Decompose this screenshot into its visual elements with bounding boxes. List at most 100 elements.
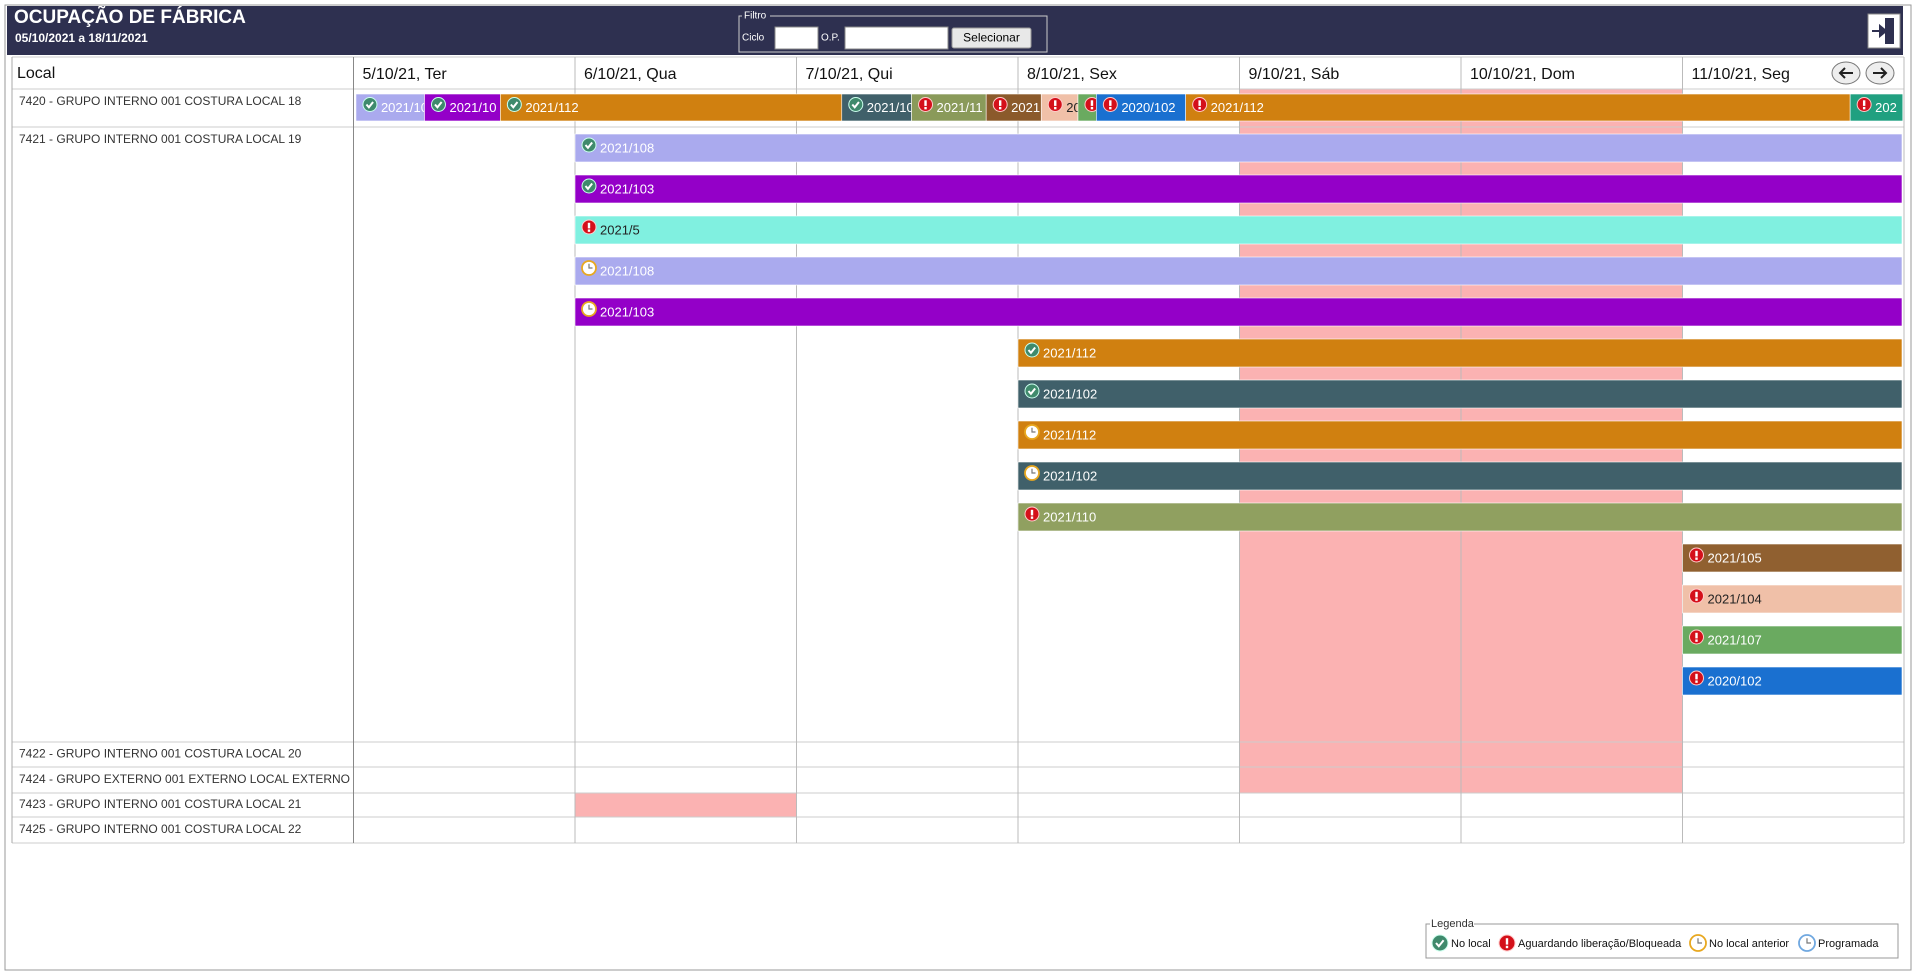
status-icon-alert: [1689, 670, 1704, 686]
status-icon-alert: [1689, 588, 1704, 604]
icon-check: [510, 101, 519, 109]
bar[interactable]: 2021/103: [574, 297, 1903, 327]
bar[interactable]: 2020/102: [1096, 93, 1186, 122]
icon-bang: [1054, 100, 1057, 106]
bar[interactable]: 2021/104: [1682, 584, 1903, 614]
cycle-input[interactable]: [774, 26, 819, 50]
icon-check: [1027, 387, 1036, 396]
bar[interactable]: 2021/5: [574, 215, 1903, 245]
bar-content: 2021/104: [1689, 588, 1762, 606]
bar[interactable]: 202: [1849, 93, 1904, 122]
bar-content: 2021/108: [581, 137, 654, 155]
select-button[interactable]: [951, 27, 1032, 49]
nav-next-arrow: [1873, 67, 1888, 79]
icon-bang: [1695, 632, 1698, 639]
icon-hands: [588, 304, 593, 310]
icon-hands: [1806, 938, 1811, 944]
bar-rect: [1017, 338, 1903, 368]
nav-next[interactable]: [1865, 61, 1895, 85]
bar-rect: [1185, 93, 1851, 122]
day-header: 6/10/21, Qua: [584, 66, 677, 83]
icon-dot: [1695, 598, 1698, 601]
icon-dot: [1198, 106, 1201, 110]
bar-content: 2021/105: [1689, 547, 1762, 565]
bar[interactable]: 2021/103: [574, 174, 1903, 204]
icon-bang: [1695, 673, 1698, 680]
day-header: 11/10/21, Seg: [1692, 66, 1790, 83]
nav-prev-arrow: [1838, 67, 1853, 79]
icon-dot: [1862, 106, 1866, 110]
select-button-label: Selecionar: [963, 31, 1020, 45]
bar-label: 202: [1875, 100, 1897, 115]
status-icon-alert: [1047, 97, 1063, 112]
bar[interactable]: 2021/10: [841, 93, 914, 122]
cycle-label: Ciclo: [742, 33, 765, 44]
bar[interactable]: 2021: [985, 93, 1042, 122]
bar-content: 2021/112: [1024, 424, 1096, 442]
legend-title: Legenda: [1431, 918, 1475, 930]
bar-rect: [574, 133, 1903, 163]
status-icon-alert: [1689, 547, 1704, 563]
bar-rect: [574, 297, 1903, 327]
bar[interactable]: 2021/112: [1185, 93, 1851, 122]
nav-prev[interactable]: [1831, 61, 1861, 85]
bar[interactable]: 2021/10: [424, 93, 501, 122]
bar-content: 2021/10: [430, 97, 496, 115]
bar-label: 2021/112: [525, 100, 578, 115]
bar-content: 2021/112: [1024, 342, 1096, 360]
status-icon-check: [1024, 383, 1040, 399]
bar[interactable]: 20: [1040, 93, 1080, 122]
bar[interactable]: 2021/108: [574, 133, 1903, 163]
op-input[interactable]: [844, 26, 949, 50]
icon-bang: [1695, 591, 1698, 598]
bar-rect: [574, 256, 1903, 286]
bar[interactable]: 2021/112: [1017, 420, 1903, 450]
status-icon-scheduled: [1798, 934, 1816, 952]
bar[interactable]: 2020/102: [1682, 666, 1903, 696]
status-icon-clock: [1689, 934, 1707, 952]
icon-check: [365, 101, 374, 109]
exit-door: [1885, 18, 1894, 44]
bar-content: 2021/102: [1024, 465, 1097, 483]
bar-rect: [1682, 543, 1903, 573]
bar[interactable]: 2021/112: [500, 93, 843, 122]
status-icon-check: [581, 137, 597, 153]
bar[interactable]: 2021/112: [1017, 338, 1903, 368]
bar[interactable]: 2021/10: [355, 93, 428, 122]
bar-label: 2021/105: [1708, 550, 1762, 565]
bar-rect: [1017, 420, 1903, 450]
day-header: 7/10/21, Qui: [806, 66, 893, 83]
bar[interactable]: 2021/110: [1017, 502, 1903, 532]
status-icon-alert: [1856, 97, 1872, 112]
icon-bang: [1695, 550, 1698, 557]
bar-label: 2021/10: [867, 100, 914, 115]
icon-dot: [1505, 945, 1509, 949]
bar[interactable]: [1077, 93, 1099, 122]
bar[interactable]: 2021/102: [1017, 461, 1903, 491]
bar-content: 2021/5: [581, 219, 640, 237]
icon-dot: [1090, 106, 1094, 110]
bar[interactable]: 2021/102: [1017, 379, 1903, 409]
bar-label: 2021: [1011, 100, 1040, 115]
bar-rect: [1682, 625, 1903, 655]
legend-title-bg: [1430, 917, 1474, 929]
icon-check: [1435, 939, 1445, 948]
bar-content: 2021/11: [918, 97, 983, 115]
status-icon-clock: [1024, 424, 1040, 440]
exit-button[interactable]: [1867, 13, 1901, 49]
icon-hands: [1697, 938, 1702, 944]
bar-label: 2021/10: [449, 100, 496, 115]
legend-label: Aguardando liberação/Bloqueada: [1518, 938, 1682, 950]
legend-items: No local Aguardando liberação/Bloqueada No…: [1431, 934, 1879, 952]
legend-label: No local anterior: [1709, 938, 1789, 950]
bar-label: 2021/5: [600, 222, 640, 237]
bar[interactable]: 2021/108: [574, 256, 1903, 286]
period: 05/10/2021 a 18/11/2021: [15, 31, 148, 45]
filter-box: [738, 15, 1048, 53]
bar[interactable]: 2021/107: [1682, 625, 1903, 655]
bar-label: 2021/103: [600, 181, 654, 196]
bar[interactable]: 2021/11: [911, 93, 987, 122]
day-header: 5/10/21, Ter: [363, 66, 448, 83]
bar[interactable]: 2021/105: [1682, 543, 1903, 573]
bar-label: 2021/10: [381, 100, 428, 115]
